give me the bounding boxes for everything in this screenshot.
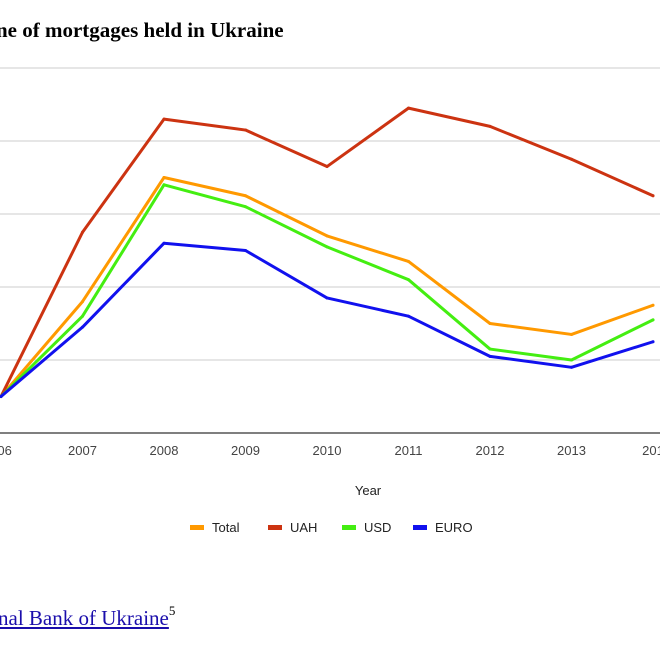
data-point-uah — [570, 157, 573, 161]
data-point-usd — [162, 183, 166, 187]
data-point-total — [570, 332, 573, 336]
data-point-usd — [651, 318, 655, 322]
series-line-uah — [0, 106, 655, 398]
legend-swatch-euro — [413, 525, 427, 530]
series-line-euro — [0, 241, 655, 398]
x-tick-label: 2009 — [231, 443, 260, 458]
data-point-usd — [81, 314, 84, 318]
data-point-uah — [407, 106, 410, 110]
data-point-uah — [325, 165, 329, 169]
x-tick-label: 006 — [0, 443, 12, 458]
legend-label-euro: EURO — [435, 520, 473, 535]
data-point-uah — [244, 128, 247, 132]
data-point-euro — [488, 354, 492, 358]
series-lines — [0, 106, 655, 398]
data-point-total — [407, 259, 410, 263]
source-link[interactable]: nal Bank of Ukraine — [0, 606, 169, 630]
chart-title: ne of mortgages held in Ukraine — [0, 18, 284, 42]
data-point-usd — [244, 205, 247, 209]
x-tick-label: 2010 — [313, 443, 342, 458]
data-point-euro — [570, 365, 573, 369]
line-chart: 0062007200820092010201120122013201 Year … — [0, 67, 660, 535]
data-point-total — [162, 176, 166, 179]
source-citation: nal Bank of Ukraine5 — [0, 603, 176, 631]
x-axis: 006 2007 2008 2009 2010 2011 2012 2013 201 — [0, 432, 660, 458]
data-point-total — [81, 300, 84, 304]
x-tick-label: 201 — [642, 443, 660, 458]
footnote-marker: 5 — [168, 603, 176, 618]
legend-swatch-total — [190, 525, 204, 530]
legend-swatch-uah — [268, 525, 282, 530]
x-tick-label: 2012 — [476, 443, 505, 458]
data-point-uah — [651, 194, 655, 198]
data-point-total — [244, 194, 247, 198]
data-point-uah — [488, 124, 492, 128]
x-tick-label: 2007 — [68, 443, 97, 458]
data-point-usd — [570, 358, 573, 362]
data-point-euro — [0, 395, 3, 398]
data-point-euro — [81, 325, 84, 329]
data-point-uah — [81, 230, 84, 234]
x-tick-label: 2011 — [395, 443, 423, 458]
data-point-total — [488, 322, 492, 325]
x-tick-label: 2008 — [150, 443, 179, 458]
data-point-euro — [325, 296, 329, 300]
legend-label-uah: UAH — [290, 520, 317, 535]
legend-swatch-usd — [342, 525, 356, 530]
data-point-usd — [325, 245, 329, 249]
legend-label-usd: USD — [364, 520, 391, 535]
data-point-euro — [407, 314, 410, 318]
x-tick-label: 2013 — [557, 443, 586, 458]
data-point-total — [651, 303, 655, 307]
x-axis-title: Year — [355, 483, 382, 498]
data-point-euro — [162, 241, 166, 245]
data-point-usd — [407, 278, 410, 282]
data-point-euro — [244, 249, 247, 252]
data-point-usd — [488, 347, 492, 351]
data-point-euro — [651, 340, 655, 344]
data-point-uah — [162, 117, 166, 121]
legend-label-total: Total — [212, 520, 240, 535]
legend: Total UAH USD EURO — [190, 520, 473, 535]
data-point-total — [325, 234, 329, 238]
gridlines — [0, 67, 660, 361]
